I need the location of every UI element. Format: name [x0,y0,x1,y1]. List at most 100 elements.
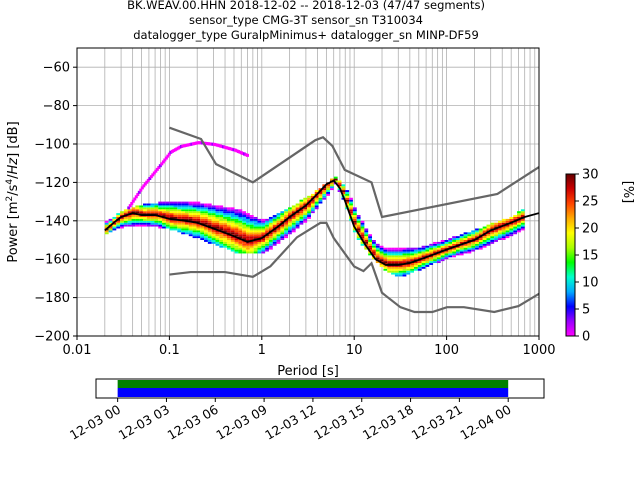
psd-outlier-cell [164,156,168,160]
psd-cell [517,211,521,214]
psd-cell [242,238,247,240]
psd-cell [471,230,476,233]
psd-cell [406,266,411,269]
psd-cell [505,234,510,237]
psd-cell [169,211,174,214]
psd-cell [394,249,399,252]
psd-cell [272,236,277,239]
psd-cell [146,222,151,225]
psd-cell [211,224,216,227]
psd-cell [272,232,277,235]
psd-cell [238,216,243,219]
psd-cell [219,220,224,223]
psd-cell [326,192,331,194]
psd-cell [288,209,292,212]
psd-cell [402,249,407,252]
psd-cell [204,215,208,217]
psd-cell [207,240,212,242]
psd-cell [162,203,166,206]
psd-outlier-cell [175,147,179,151]
psd-cell [211,211,216,214]
psd-cell [261,243,266,246]
psd-cell [104,232,109,235]
psd-cell [219,228,224,231]
psd-cell [417,268,422,271]
psd-cell [413,268,418,271]
psd-cell [234,234,239,237]
psd-cell [162,207,166,210]
psd-cell [455,249,460,252]
psd-cell [249,226,254,229]
psd-cell [452,251,456,254]
psd-cell [513,226,518,229]
psd-cell [310,205,315,208]
psd-cell [372,245,376,248]
psd-cell [173,222,178,225]
psd-outlier-cell [130,201,134,205]
psd-cell [253,222,258,225]
psd-cell [410,263,414,265]
psd-cell [154,207,159,210]
psd-cell [509,222,514,225]
psd-cell [104,224,109,227]
psd-outlier-cell [239,151,243,155]
psd-cell [360,241,365,244]
psd-cell [207,232,212,235]
psd-cell [120,211,124,214]
psd-cell [181,205,185,208]
psd-cell [383,261,388,264]
psd-outlier-cell [179,144,183,148]
psd-cell [154,205,159,208]
psd-cell [196,213,201,216]
timeline-tick-label: 12-03 18 [360,402,416,443]
psd-cell [505,218,510,221]
psd-cell [322,195,327,198]
psd-cell [459,234,464,237]
psd-cell [204,211,208,214]
psd-cell [207,228,212,231]
psd-cell [440,247,445,250]
psd-cell [291,218,296,221]
psd-cell [173,224,178,227]
psd-cell [452,247,456,250]
psd-cell [448,249,453,252]
psd-cell [394,259,399,262]
psd-cell [413,263,418,265]
psd-cell [257,243,262,246]
psd-cell [230,236,235,239]
psd-cell [471,241,476,244]
psd-cell [406,270,411,273]
psd-cell [463,238,468,240]
psd-cell [215,205,220,208]
timeline-tick-label: 12-03 15 [311,402,367,443]
x-tick-label: 0.01 [63,343,92,358]
psd-cell [204,238,208,240]
psd-cell [425,251,430,254]
psd-cell [238,236,243,239]
psd-cell [238,211,243,214]
psd-cell [398,251,403,254]
psd-cell [360,243,365,246]
psd-cell [391,272,395,275]
psd-cell [482,226,487,229]
psd-cell [288,207,292,210]
psd-cell [513,216,518,219]
psd-cell [425,261,430,264]
psd-cell [349,207,353,210]
psd-cell [181,224,185,227]
psd-cell [517,230,521,233]
psd-cell [112,222,117,225]
psd-cell [261,224,266,227]
psd-cell [413,249,418,252]
psd-cell [406,264,411,267]
psd-cell [246,215,250,217]
psd-cell [478,241,483,244]
psd-cell [223,213,227,216]
psd-cell [253,228,258,231]
psd-cell [478,240,483,242]
psd-cell [368,238,373,240]
psd-cell [417,255,422,258]
psd-cell [276,238,281,240]
psd-cell [196,216,201,219]
psd-cell [234,216,239,219]
